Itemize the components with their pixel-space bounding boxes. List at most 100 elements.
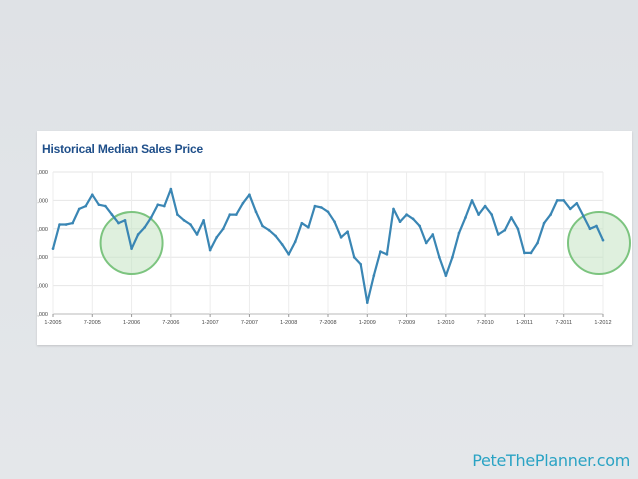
data-point (555, 199, 559, 202)
data-point (261, 224, 264, 228)
data-point (464, 216, 467, 219)
data-point (130, 247, 133, 250)
data-point (58, 223, 61, 226)
data-point (77, 207, 81, 211)
data-point (163, 204, 166, 208)
data-point (64, 223, 68, 226)
data-point (176, 213, 179, 216)
highlight-circle (99, 211, 164, 275)
data-point (398, 220, 402, 223)
data-point (90, 193, 94, 197)
x-tick-label: 7-2010 (477, 320, 494, 326)
data-point (71, 221, 74, 225)
y-tick-label: 140,000 (37, 170, 48, 176)
data-point (418, 224, 421, 228)
data-point (385, 253, 389, 256)
x-tick-label: 7-2007 (241, 320, 258, 326)
data-point (575, 201, 579, 205)
x-tick-label: 1-2005 (44, 320, 61, 326)
data-point (254, 210, 258, 214)
data-point (169, 187, 173, 191)
data-point (123, 218, 127, 222)
data-point (274, 234, 277, 238)
footer-credit: PeteThePlanner.com (472, 451, 630, 470)
data-point (235, 213, 238, 216)
data-point (444, 274, 448, 277)
data-point (503, 228, 507, 232)
data-point (549, 213, 552, 216)
line-chart: 90,000 100,000 110,000 120,000 130,000 140,00… (37, 170, 631, 326)
data-point (601, 238, 605, 242)
data-point (313, 204, 317, 208)
data-point (267, 228, 271, 232)
data-point (228, 213, 232, 216)
data-point (241, 201, 245, 205)
data-point (431, 233, 435, 236)
data-point (529, 251, 533, 255)
data-point (280, 243, 284, 246)
y-tick-label: 130,000 (37, 198, 48, 204)
data-point (346, 230, 349, 233)
data-point (477, 213, 480, 216)
data-point (287, 253, 291, 256)
data-point (339, 236, 343, 239)
x-tick-label: 7-2011 (555, 320, 572, 326)
x-tick-label: 7-2009 (398, 320, 415, 326)
data-point (117, 221, 120, 225)
data-point (379, 250, 382, 253)
data-point (136, 233, 140, 236)
data-point (405, 213, 408, 216)
x-tick-label: 7-2008 (319, 320, 336, 326)
data-point (182, 218, 186, 222)
data-point (51, 247, 55, 250)
data-point (588, 227, 592, 231)
data-point (320, 206, 323, 209)
y-tick-label: 110,000 (37, 255, 48, 261)
y-tick-label: 120,000 (37, 227, 48, 233)
data-point (84, 204, 88, 208)
data-point (156, 203, 160, 206)
data-point (149, 216, 153, 219)
data-point (392, 207, 395, 211)
data-point (438, 255, 441, 259)
data-point (516, 227, 520, 231)
data-point (424, 241, 428, 245)
x-tick-label: 1-2008 (280, 320, 297, 326)
data-point (470, 199, 474, 202)
highlight-circle (567, 211, 631, 275)
data-point (189, 223, 192, 226)
data-point (542, 221, 546, 225)
data-point (372, 274, 376, 277)
x-tick-label: 7-2006 (162, 320, 179, 326)
data-point (582, 214, 585, 218)
data-point (411, 217, 415, 221)
data-point (562, 199, 566, 202)
data-point (568, 207, 572, 211)
data-point (293, 240, 297, 243)
data-point (352, 255, 356, 259)
data-point (300, 221, 304, 225)
x-tick-label: 1-2011 (516, 320, 533, 326)
y-tick-label: 90,000 (37, 312, 48, 318)
data-point (97, 203, 101, 206)
data-point (490, 213, 493, 216)
data-point (215, 236, 218, 239)
data-point (595, 224, 598, 228)
chart-panel: Historical Median Sales Price 90,000 100,… (37, 131, 632, 345)
data-point (326, 210, 330, 214)
data-point (523, 251, 526, 255)
x-tick-label: 7-2005 (84, 320, 101, 326)
data-point (536, 241, 539, 245)
data-point (307, 226, 310, 229)
data-point (143, 226, 146, 229)
data-point (104, 204, 107, 208)
x-tick-label: 1-2006 (123, 320, 140, 326)
x-tick-label: 1-2010 (437, 320, 454, 326)
data-point (359, 263, 363, 266)
data-point (248, 193, 251, 197)
data-point (457, 231, 461, 235)
data-point (110, 213, 114, 216)
data-point (333, 220, 336, 223)
data-point (208, 248, 212, 252)
data-point (451, 255, 454, 259)
